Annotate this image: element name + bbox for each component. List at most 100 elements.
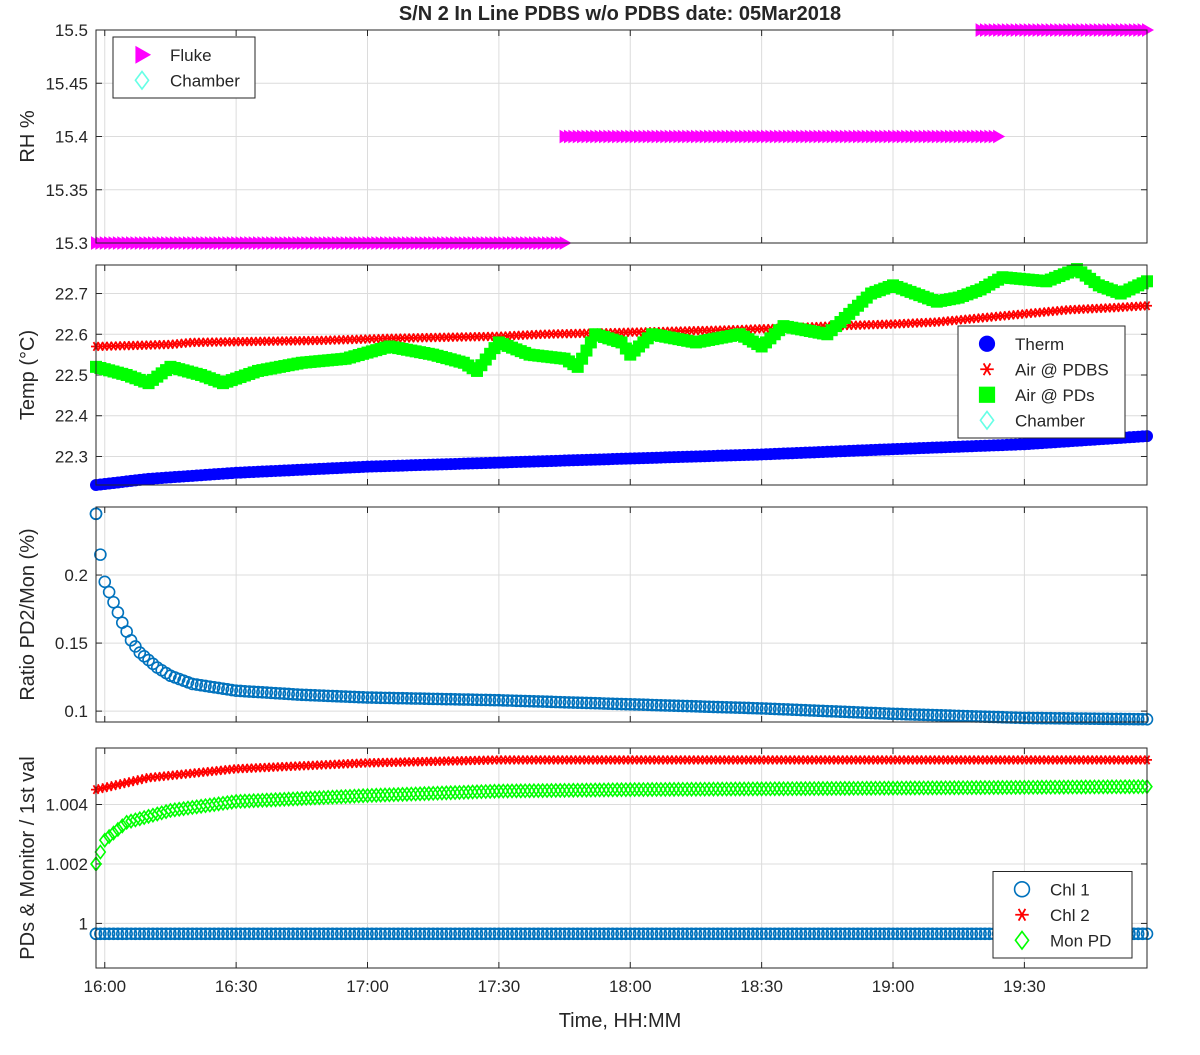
legend-label: Chamber bbox=[170, 71, 240, 90]
data-point bbox=[584, 696, 598, 710]
legend: Chl 1 Chl 2 Mon PD bbox=[992, 871, 1133, 959]
data-point bbox=[554, 782, 567, 799]
axis-frame bbox=[95, 747, 1148, 969]
data-point bbox=[952, 709, 965, 723]
data-point bbox=[812, 780, 825, 797]
data-point bbox=[309, 790, 321, 806]
data-point bbox=[1096, 712, 1110, 726]
data-point bbox=[1136, 778, 1149, 795]
data-point bbox=[343, 690, 357, 704]
data-point bbox=[221, 683, 234, 696]
data-point bbox=[672, 927, 685, 941]
data-point bbox=[1114, 712, 1128, 726]
data-point bbox=[229, 684, 243, 698]
data-point bbox=[549, 927, 563, 941]
data-point bbox=[996, 779, 1009, 796]
data-point bbox=[873, 927, 887, 941]
data-point bbox=[825, 704, 839, 718]
data-point bbox=[615, 927, 628, 941]
data-point bbox=[961, 779, 974, 796]
data-point bbox=[558, 695, 571, 709]
legend-item-chamber: Chamber bbox=[979, 410, 1085, 431]
data-point bbox=[461, 693, 475, 706]
data-point bbox=[321, 927, 335, 941]
data-point bbox=[987, 779, 1000, 796]
data-point bbox=[273, 927, 287, 941]
x-tick-label: 16:30 bbox=[215, 977, 258, 996]
data-point bbox=[860, 780, 873, 797]
data-point bbox=[904, 780, 917, 796]
data-point bbox=[1018, 779, 1031, 796]
data-point bbox=[667, 699, 681, 712]
data-point bbox=[746, 927, 760, 941]
data-point bbox=[580, 927, 593, 941]
data-point bbox=[172, 927, 186, 941]
data-point bbox=[173, 801, 186, 818]
data-point bbox=[103, 828, 116, 845]
legend-label: Therm bbox=[1015, 335, 1064, 354]
data-point bbox=[812, 927, 825, 941]
data-point bbox=[466, 693, 479, 706]
data-point bbox=[838, 780, 851, 797]
data-point bbox=[234, 793, 247, 810]
data-point bbox=[869, 927, 882, 941]
data-point bbox=[742, 701, 755, 715]
data-point bbox=[199, 927, 212, 941]
data-point bbox=[877, 927, 891, 941]
data-point bbox=[374, 691, 387, 705]
data-point bbox=[510, 783, 523, 799]
data-point bbox=[619, 697, 633, 711]
data-point bbox=[772, 702, 786, 716]
data-point bbox=[234, 927, 247, 941]
data-point bbox=[501, 694, 514, 707]
data-point bbox=[913, 780, 926, 796]
data-point bbox=[597, 927, 611, 941]
data-point bbox=[269, 791, 282, 808]
data-point bbox=[852, 780, 864, 797]
data-point bbox=[711, 927, 725, 941]
data-point bbox=[729, 781, 742, 797]
data-point bbox=[584, 927, 598, 941]
data-point bbox=[1027, 779, 1040, 796]
data-point bbox=[304, 927, 317, 941]
data-point bbox=[895, 927, 909, 941]
data-point bbox=[746, 701, 760, 715]
data-point bbox=[799, 927, 812, 941]
data-point bbox=[720, 927, 733, 941]
data-point bbox=[1053, 779, 1066, 795]
data-point bbox=[483, 927, 497, 941]
data-point bbox=[619, 927, 633, 941]
data-point bbox=[992, 779, 1004, 796]
data-point bbox=[405, 786, 418, 802]
data-point bbox=[234, 684, 247, 698]
data-point bbox=[847, 705, 860, 719]
data-point bbox=[488, 783, 501, 800]
data-point bbox=[1079, 712, 1092, 725]
data-point bbox=[308, 689, 322, 702]
data-point bbox=[299, 688, 313, 702]
data-point bbox=[274, 791, 286, 808]
data-point bbox=[878, 780, 891, 796]
data-point bbox=[993, 129, 1006, 144]
legend-item-chl-1: Chl 1 bbox=[1013, 880, 1090, 899]
data-point bbox=[112, 821, 124, 838]
data-point bbox=[287, 791, 299, 807]
data-point bbox=[764, 780, 777, 797]
data-point bbox=[912, 708, 926, 721]
data-point bbox=[453, 927, 466, 941]
data-point bbox=[764, 702, 777, 716]
data-point bbox=[773, 780, 786, 797]
data-point bbox=[1048, 711, 1062, 725]
legend-marker bbox=[1013, 881, 1031, 898]
data-point bbox=[672, 699, 685, 713]
data-point bbox=[413, 692, 427, 705]
data-point bbox=[641, 698, 655, 712]
data-point bbox=[698, 781, 711, 798]
legend-marker bbox=[978, 386, 996, 403]
data-point bbox=[545, 927, 558, 941]
data-point bbox=[449, 784, 461, 801]
panel-2: 22.3 22.4 22.5 22.6 22.7 Temp (°C) Therm Air @ … bbox=[17, 263, 1153, 491]
data-point bbox=[247, 685, 260, 699]
data-point bbox=[715, 927, 729, 941]
data-point bbox=[195, 798, 207, 815]
